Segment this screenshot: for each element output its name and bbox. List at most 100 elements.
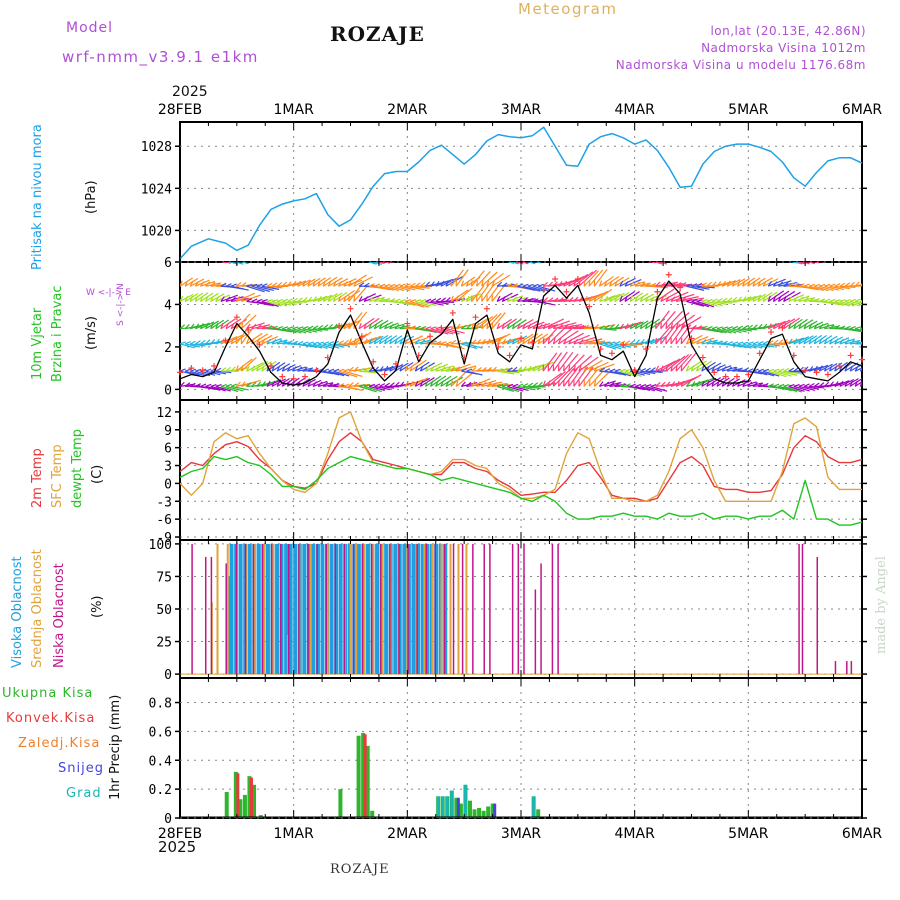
cloud-mid-bar (431, 543, 434, 675)
wind-gust-marker (199, 367, 206, 374)
wind-barb-tick (287, 326, 294, 330)
wind-gust-marker (438, 324, 445, 331)
wind-barb-tick (799, 257, 805, 259)
wind-barb-tick (860, 327, 862, 330)
cloud-unit: (%) (90, 595, 105, 619)
wind-barb (537, 382, 556, 387)
wind-barb (564, 242, 579, 259)
wind-barb-tick (348, 366, 354, 372)
wind-barb-tick (220, 296, 225, 302)
wind-barb (435, 278, 454, 287)
wind-barb (450, 371, 467, 387)
wind-barb-tick (762, 368, 770, 372)
wind-barb (783, 317, 800, 330)
wind-panel (177, 242, 865, 393)
cloud-high-bar (411, 543, 416, 675)
wind-barb-tick (420, 281, 426, 287)
wind-barb-tick (619, 323, 625, 330)
wind-barb-tick (670, 282, 677, 287)
wind-barb (282, 364, 296, 372)
wind-barb-tick (460, 324, 467, 330)
wind-barb-tick (506, 296, 512, 302)
wind-barb-tick (660, 381, 666, 387)
wind-barb-tick (747, 341, 754, 345)
wind-barb-tick (235, 381, 241, 387)
cloud-mid-bar (263, 543, 266, 675)
wind-barb-tick (460, 296, 465, 302)
cloud-mid-bar (440, 543, 443, 675)
wind-barb-tick (502, 257, 508, 259)
wind-gust-marker (711, 369, 718, 376)
wind-barb-tick (609, 368, 616, 372)
wind-barb-tick (599, 341, 606, 345)
wind-barb (558, 367, 575, 387)
wind-gust-marker (836, 363, 843, 370)
wind-barb-tick (829, 381, 834, 387)
wind-barb-tick (343, 323, 348, 329)
wind-barb (344, 259, 363, 261)
wind-barb-tick (425, 326, 432, 330)
wind-barb (742, 277, 756, 287)
wind-barb (813, 262, 819, 264)
wind-barb-tick (215, 295, 220, 302)
wind-barb (660, 290, 682, 302)
wind-barb-tick (298, 253, 300, 259)
wind-barb-tick (537, 338, 542, 345)
wind-barb-tick (373, 338, 378, 345)
wind-barb-tick (430, 281, 435, 287)
wind-barb (752, 370, 768, 376)
wind-barb (486, 312, 502, 330)
wind-barb (552, 351, 568, 372)
wind-barb-tick (385, 256, 390, 259)
wind-barb-tick (358, 367, 365, 372)
wind-barb-tick (266, 282, 273, 287)
wind-barb (796, 262, 805, 265)
wind-barb-tick (721, 366, 727, 372)
wind-barb-tick (839, 338, 844, 345)
cloud-low-bar (407, 543, 409, 675)
y-tick-label: 0.4 (149, 754, 173, 769)
wind-barb (558, 351, 574, 372)
wind-barb (573, 354, 593, 372)
wind-barb-tick (358, 322, 362, 329)
wind-barb-tick (502, 384, 509, 387)
wind-title-2: Brzina i Pravac (50, 285, 65, 382)
wind-barb (241, 294, 261, 303)
wind-barb (369, 385, 385, 391)
wind-barb-tick (707, 254, 710, 259)
wind-barb-tick (794, 257, 800, 259)
wind-barb (824, 285, 839, 291)
cloud-low-bar (416, 543, 418, 675)
wind-barb-tick (542, 380, 546, 387)
wind-barb-tick (542, 297, 549, 302)
wind-barb (783, 370, 803, 375)
wind-barb-tick (487, 255, 491, 259)
wind-barb-tick (476, 367, 482, 372)
wind-barb-tick (435, 297, 442, 302)
wind-barb-tick (675, 282, 682, 287)
wind-barb (343, 290, 361, 302)
wind-barb (292, 328, 307, 334)
wind-barb-tick (389, 298, 396, 302)
temp-label-2m: 2m Temp (30, 448, 45, 508)
wind-barb-tick (455, 323, 461, 330)
wind-barb-tick (609, 341, 616, 345)
precip-total-bar (338, 789, 343, 818)
wind-barb-tick (691, 299, 698, 303)
wind-barb (599, 252, 615, 259)
wind-barb-tick (543, 254, 546, 259)
wind-barb-tick (522, 338, 526, 345)
wind-barb (814, 259, 829, 261)
wind-barb-tick (450, 365, 456, 372)
wind-barb (440, 277, 459, 287)
cloud-low-bar (280, 543, 282, 675)
wind-barb-tick (558, 297, 564, 302)
wind-barb-tick (578, 280, 581, 287)
wind-barb-tick (276, 281, 283, 287)
wind-barb-tick (466, 324, 472, 330)
wind-barb-tick (624, 340, 631, 345)
wind-gust-marker (472, 314, 479, 321)
wind-barb (210, 385, 226, 392)
wind-barb-tick (297, 297, 303, 302)
wind-barb-tick (854, 326, 862, 330)
